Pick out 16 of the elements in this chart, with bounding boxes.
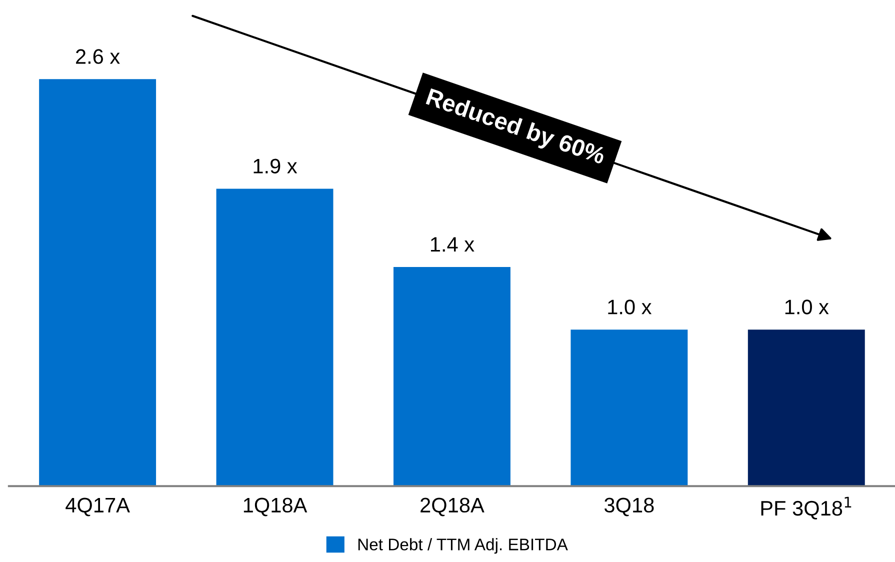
bar (748, 330, 865, 486)
data-label: 2.6 x (76, 49, 120, 64)
data-label: 1.4 x (430, 237, 474, 252)
bar (216, 188, 334, 486)
data-label: 1.0 x (785, 300, 829, 314)
x-tick-label: 1Q18A (244, 498, 308, 516)
x-tick-label: 3Q18 (604, 498, 654, 516)
x-tick-label: 2Q18A (420, 498, 484, 516)
bar (39, 79, 156, 486)
data-label: 1.9 x (254, 158, 298, 174)
x-tick-label: 4Q17A (66, 498, 130, 516)
bar (570, 330, 688, 486)
data-label: 1.0 x (608, 300, 652, 314)
bar (393, 266, 510, 486)
x-tick-label: PF 3Q18$^{1}$ (761, 496, 852, 520)
legend-label: Net Debt / TTM Adj. EBITDA (358, 538, 568, 554)
